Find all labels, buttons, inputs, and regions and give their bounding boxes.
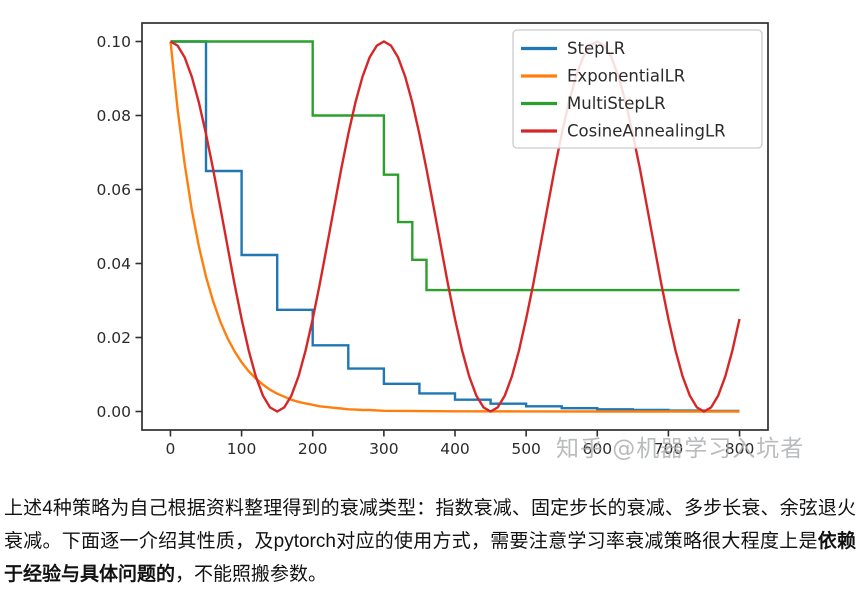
series-line-cosineannealinglr xyxy=(169,40,741,413)
legend-label-cosineannealinglr: CosineAnnealingLR xyxy=(567,122,726,141)
description-bold-text: 依赖于经验与具体问题的 xyxy=(4,531,856,585)
x-tick-label: 500 xyxy=(511,440,541,458)
series-line-steplr xyxy=(170,40,740,413)
legend-label-multisteplr: MultiStepLR xyxy=(567,94,666,113)
lr-schedules-figure: 0 100 200 300 400 500 600 700 800 0.00 0.02 0.04 0.0… xyxy=(96,22,803,462)
legend-label-exponentiallr: ExponentialLR xyxy=(567,67,685,86)
y-tick-label: 0.10 xyxy=(96,33,131,51)
description-paragraph: 上述4种策略为自己根据资料整理得到的衰减类型：指数衰减、固定步长的衰减、多步长衰… xyxy=(4,492,856,591)
x-tick-label: 300 xyxy=(369,440,399,458)
x-tick-label: 400 xyxy=(440,440,470,458)
y-tick-label: 0.04 xyxy=(96,255,131,273)
x-tick-label: 700 xyxy=(654,440,684,458)
legend-box xyxy=(512,29,763,149)
x-tick-label: 0 xyxy=(166,440,176,458)
x-tick-label: 600 xyxy=(582,440,612,458)
description-text-2: ，不能照搬参数。 xyxy=(175,564,328,585)
y-tick-label: 0.08 xyxy=(96,107,131,125)
x-tick-label: 100 xyxy=(227,440,257,458)
legend-label-steplr: StepLR xyxy=(567,39,625,58)
x-tick-label: 200 xyxy=(298,440,328,458)
series-line-exponentiallr xyxy=(169,41,740,413)
series-line-multisteplr xyxy=(170,40,740,292)
description-text-1: 上述4种策略为自己根据资料整理得到的衰减类型：指数衰减、固定步长的衰减、多步长衰… xyxy=(4,498,856,552)
lr-decay-chart: 0 100 200 300 400 500 600 700 800 0.00 0.02 0.04 0.0… xyxy=(96,22,769,458)
y-tick-label: 0.06 xyxy=(96,181,131,199)
y-tick-label: 0.00 xyxy=(96,403,131,421)
y-tick-label: 0.02 xyxy=(96,329,131,347)
x-tick-label: 800 xyxy=(725,440,755,458)
